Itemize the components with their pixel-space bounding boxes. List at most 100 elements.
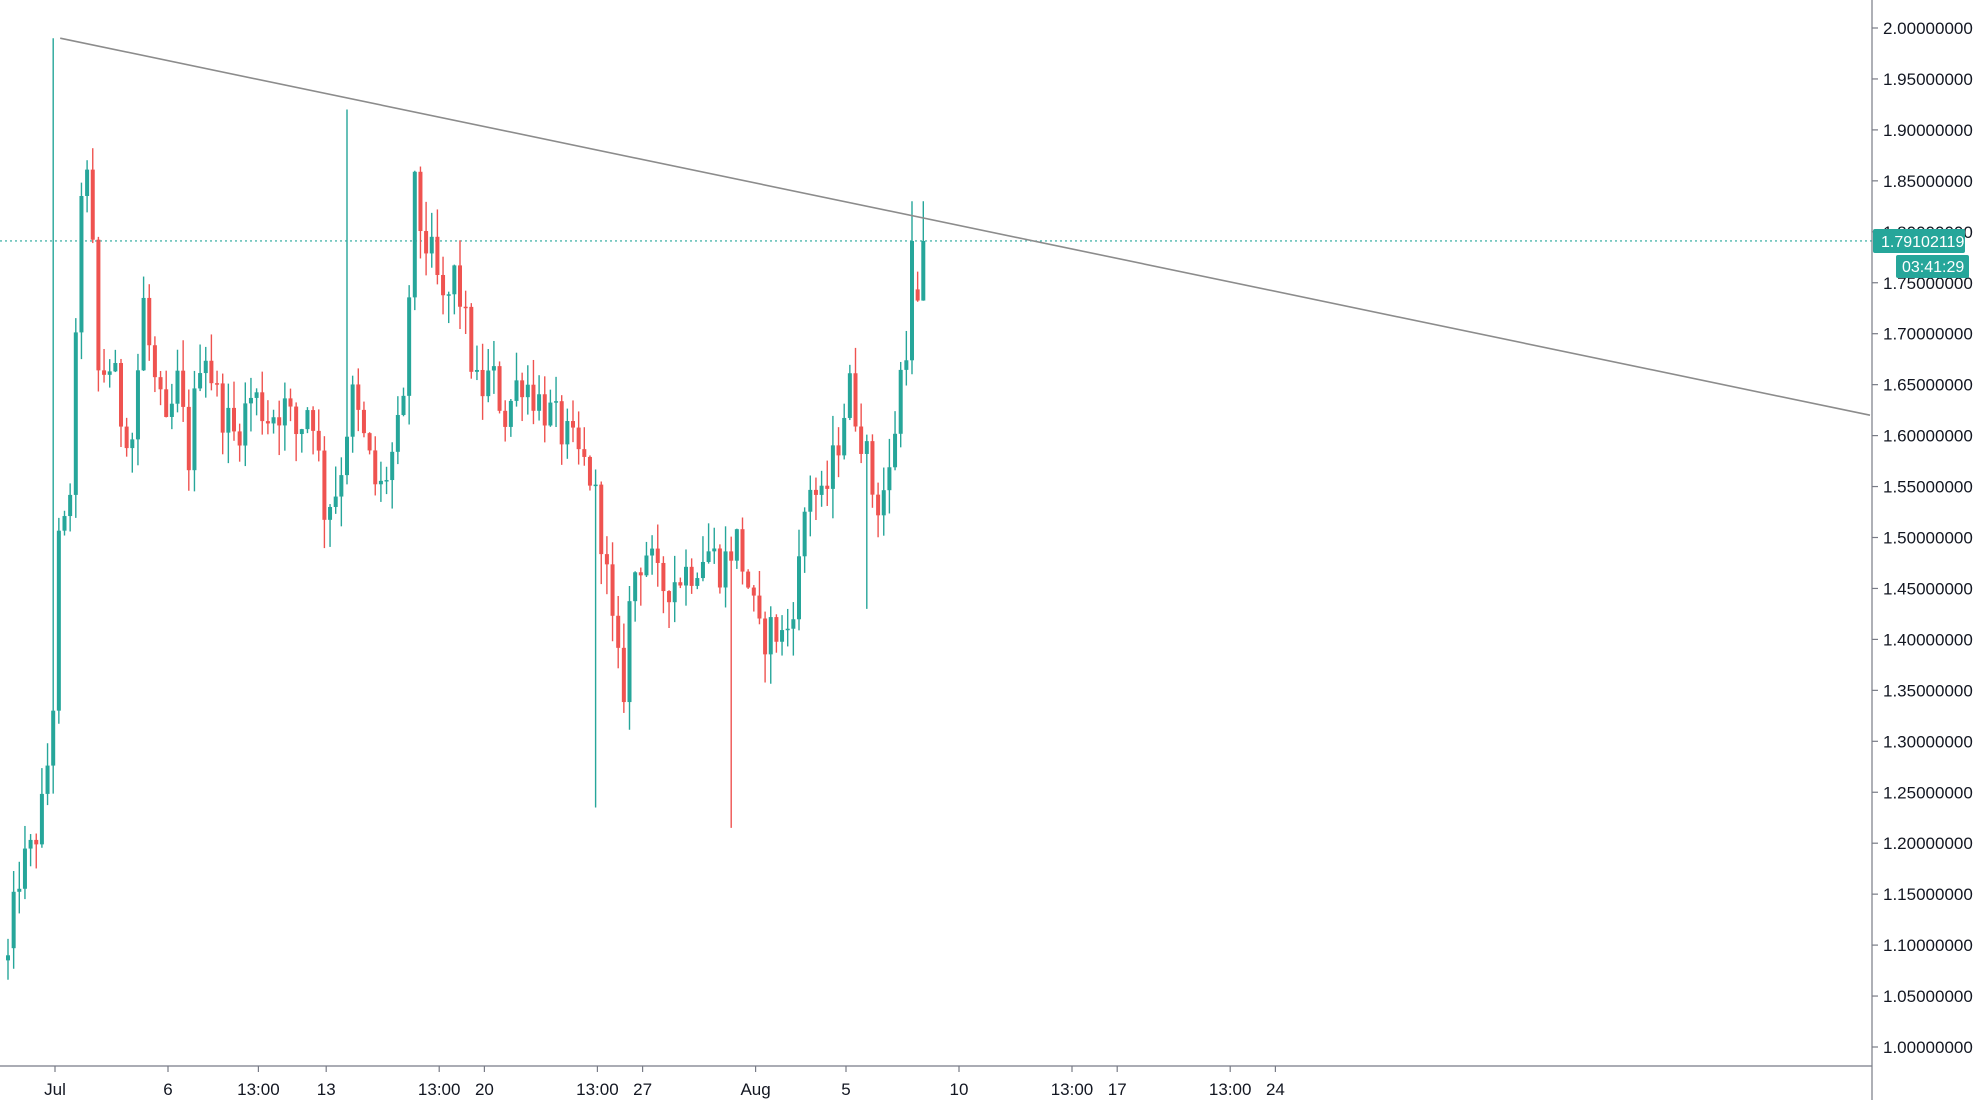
y-tick-label: 1.60000000 bbox=[1883, 427, 1973, 446]
candle bbox=[158, 370, 163, 406]
candle-body bbox=[791, 619, 796, 629]
candle-body bbox=[22, 848, 27, 889]
candle bbox=[559, 395, 564, 465]
candle bbox=[644, 541, 649, 578]
candle bbox=[763, 611, 768, 683]
candle-body bbox=[34, 839, 39, 845]
candle bbox=[407, 285, 412, 425]
trendline-segment[interactable] bbox=[60, 37, 1871, 417]
candle bbox=[390, 442, 395, 509]
candle-body bbox=[209, 360, 214, 384]
candle bbox=[616, 595, 621, 669]
candle-body bbox=[836, 445, 841, 456]
candle-body bbox=[232, 407, 236, 432]
candle-body bbox=[169, 403, 174, 417]
candle bbox=[808, 475, 813, 537]
candle bbox=[412, 170, 417, 311]
candle-body bbox=[198, 373, 203, 389]
candle bbox=[463, 290, 468, 335]
candle bbox=[124, 417, 129, 457]
x-tick-label: 13:00 bbox=[418, 1080, 461, 1099]
candle-body bbox=[531, 384, 536, 411]
candle-body bbox=[152, 345, 157, 378]
x-tick-label: Aug bbox=[740, 1080, 770, 1099]
candle bbox=[717, 544, 722, 594]
candle-body bbox=[582, 449, 587, 457]
y-tick-label: 1.35000000 bbox=[1883, 681, 1973, 700]
candle-body bbox=[689, 566, 694, 586]
candle-body bbox=[870, 441, 875, 495]
candle bbox=[508, 398, 513, 437]
candle-body bbox=[305, 410, 310, 430]
candle-body bbox=[68, 494, 73, 517]
candle bbox=[797, 529, 801, 631]
candle-body bbox=[322, 450, 327, 520]
candle bbox=[503, 400, 508, 442]
x-tick-label: 5 bbox=[841, 1080, 850, 1099]
candle-body bbox=[491, 366, 496, 371]
y-tick-label: 1.90000000 bbox=[1883, 121, 1973, 140]
candle-body bbox=[678, 582, 683, 586]
candle bbox=[305, 407, 310, 434]
y-tick-label: 1.45000000 bbox=[1883, 579, 1973, 598]
candle bbox=[147, 284, 152, 361]
candle-body bbox=[361, 409, 366, 434]
candle bbox=[11, 871, 16, 969]
candle-body bbox=[56, 530, 61, 711]
candle bbox=[237, 423, 242, 462]
candle bbox=[130, 432, 135, 473]
candle-body bbox=[441, 274, 446, 296]
candle-body bbox=[746, 571, 751, 588]
x-tick-label: 13:00 bbox=[1209, 1080, 1252, 1099]
candle bbox=[723, 526, 728, 608]
price-axis[interactable]: 2.00000000 1.95000000 1.90000000 1.85000000… bbox=[1871, 0, 1973, 1100]
candle bbox=[299, 428, 304, 453]
current-price-label: 1.79102119 bbox=[1881, 234, 1964, 251]
candle bbox=[712, 527, 717, 564]
candle-body bbox=[192, 388, 197, 471]
y-tick-label: 1.70000000 bbox=[1883, 325, 1973, 344]
candle bbox=[152, 336, 157, 393]
candle-body bbox=[17, 888, 22, 892]
countdown-label: 03:41:29 bbox=[1902, 259, 1964, 276]
candle-body bbox=[672, 582, 677, 603]
candle bbox=[514, 352, 519, 407]
candle-body bbox=[667, 591, 672, 603]
candles bbox=[6, 38, 926, 980]
candle bbox=[243, 382, 248, 467]
y-tick-label: 1.05000000 bbox=[1883, 987, 1973, 1006]
candle-body bbox=[237, 431, 242, 446]
candle bbox=[102, 348, 107, 383]
time-axis[interactable]: Jul 6 13:00 13 13:00 20 13:00 27 Aug 5 10 13:00 17 13… bbox=[0, 1065, 1872, 1099]
candle bbox=[638, 567, 643, 606]
candle bbox=[864, 434, 869, 609]
candle-body bbox=[655, 548, 660, 563]
candle-body bbox=[452, 265, 457, 295]
trendline[interactable] bbox=[60, 37, 1871, 417]
x-tick-label: 10 bbox=[950, 1080, 969, 1099]
candle bbox=[356, 368, 361, 432]
candle-body bbox=[294, 406, 299, 435]
candle bbox=[271, 409, 276, 434]
candle-body bbox=[395, 414, 400, 452]
candle bbox=[373, 436, 378, 496]
candle bbox=[565, 408, 570, 459]
candle-body bbox=[220, 383, 225, 433]
candle bbox=[881, 467, 886, 536]
candle bbox=[164, 370, 169, 418]
candle-body bbox=[186, 406, 191, 471]
candle-body bbox=[734, 529, 739, 561]
candle-body bbox=[350, 384, 355, 437]
candle bbox=[345, 109, 349, 485]
candle bbox=[542, 376, 547, 443]
candle-body bbox=[497, 366, 502, 411]
candle bbox=[316, 409, 321, 462]
candle bbox=[700, 536, 705, 582]
candle bbox=[847, 364, 852, 421]
candle bbox=[819, 470, 824, 507]
candle-body bbox=[390, 451, 395, 481]
candle-body bbox=[215, 383, 220, 385]
candle bbox=[757, 570, 762, 625]
candle bbox=[56, 517, 61, 724]
